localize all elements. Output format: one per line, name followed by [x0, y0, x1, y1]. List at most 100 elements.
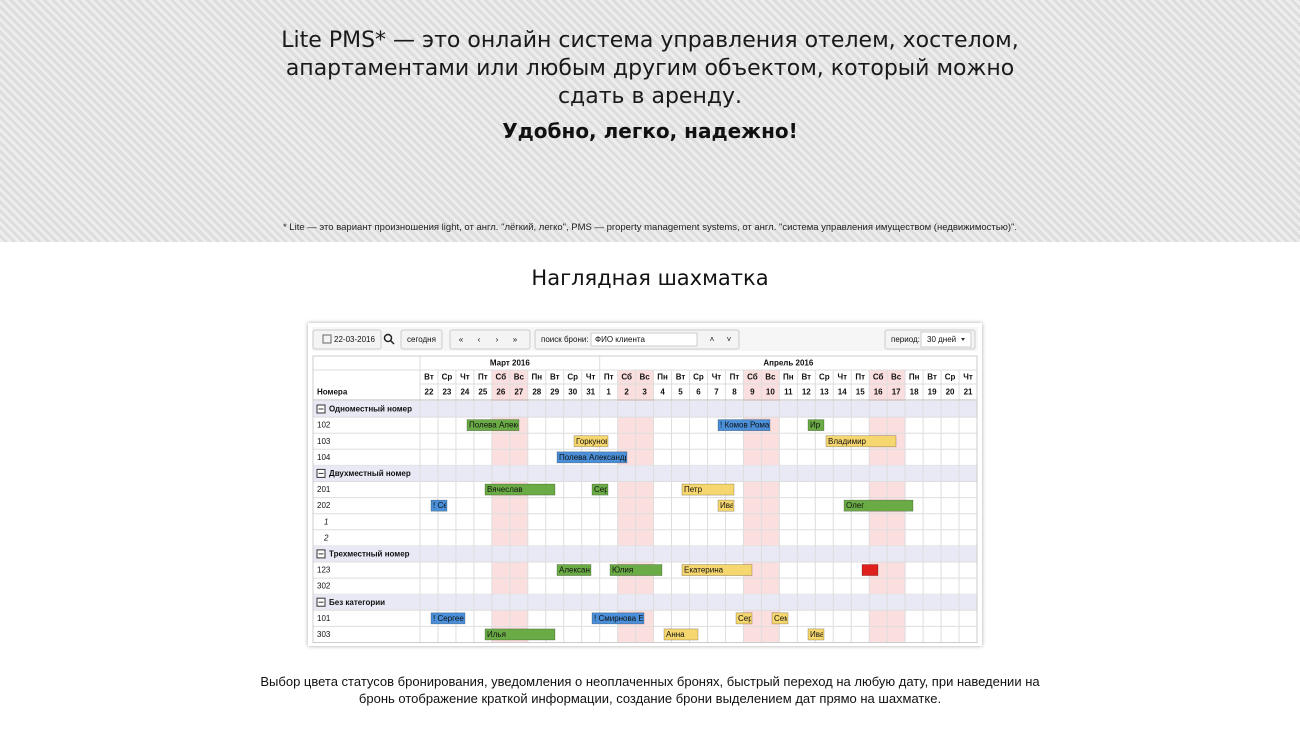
weekend-column [491, 370, 510, 643]
weekday-label: Пн [657, 373, 668, 382]
booking[interactable] [681, 564, 753, 576]
booking-label: Ива [720, 501, 735, 510]
category-row [313, 594, 977, 611]
booking-label: Полева Алекс [469, 421, 521, 430]
calendar-icon [322, 334, 332, 344]
day-label: 3 [642, 388, 647, 397]
booking[interactable] [591, 483, 609, 496]
room-label: 202 [317, 501, 331, 510]
booking[interactable] [466, 419, 520, 431]
date-value: 22-03-2016 [334, 335, 375, 344]
day-label: 5 [678, 388, 683, 397]
day-label: 26 [496, 388, 505, 397]
booking-label: Ива [810, 630, 825, 639]
booking[interactable] [430, 612, 466, 625]
booking[interactable] [484, 628, 556, 641]
booking[interactable] [771, 612, 789, 625]
booking[interactable] [556, 451, 628, 464]
today-label: сегодня [407, 335, 436, 344]
day-label: 17 [892, 388, 901, 397]
nav-button[interactable]: › [496, 335, 499, 344]
booking-label: Анна [666, 630, 685, 639]
weekday-label: Сб [873, 373, 884, 382]
nav-button[interactable]: « [459, 335, 464, 344]
booking[interactable] [807, 628, 825, 641]
weekday-label: Вт [550, 373, 560, 382]
weekday-label: Чт [460, 373, 470, 382]
room-label: 103 [317, 437, 331, 446]
bed-label: 2 [323, 533, 329, 542]
weekday-label: Ср [945, 373, 956, 382]
weekday-label: Вт [676, 373, 686, 382]
booking-label: Илья [487, 630, 506, 639]
weekday-label: Ср [819, 373, 830, 382]
grid-border [312, 355, 978, 643]
booking-label: Вячеслав [487, 485, 523, 494]
booking[interactable] [843, 499, 914, 512]
month-label: Апрель 2016 [763, 359, 814, 368]
day-label: 28 [532, 388, 541, 397]
booking[interactable] [556, 564, 592, 576]
booking[interactable] [735, 612, 753, 625]
day-label: 14 [838, 388, 847, 397]
sort-button[interactable]: ˄ [710, 335, 715, 344]
weekday-label: Пт [604, 373, 614, 382]
booking-label: Олег [846, 501, 864, 510]
day-label: 4 [660, 388, 665, 397]
booking[interactable] [663, 628, 699, 641]
footnote: * Lite — это вариант произношения light,… [282, 222, 1018, 233]
category-row [313, 401, 977, 418]
booking-label: Владимир [828, 437, 867, 446]
nav-button[interactable]: » [513, 335, 518, 344]
period-select[interactable] [920, 331, 972, 348]
tagline: Удобно, легко, надежно! [502, 119, 798, 143]
booking-label: Петр [684, 485, 703, 494]
booking[interactable] [717, 499, 735, 512]
day-label: 12 [802, 388, 811, 397]
weekday-label: Вс [765, 373, 776, 382]
booking-grid: 22-03-2016 сегодня « ‹ › » поиск брони: ФИО кли… [312, 327, 978, 643]
nav-group [449, 329, 531, 350]
weekday-label: Вт [424, 373, 434, 382]
category-label: Без категории [329, 598, 385, 607]
booking[interactable] [825, 435, 897, 448]
weekday-label: Ср [442, 373, 453, 382]
booking[interactable] [591, 612, 645, 625]
search-input[interactable] [590, 332, 698, 347]
booking-label: Сер [594, 485, 609, 494]
booking[interactable] [573, 435, 609, 448]
month-label: Март 2016 [490, 359, 530, 368]
room-label: 303 [317, 630, 331, 639]
weekday-label: Сб [621, 373, 632, 382]
day-label: 2 [624, 388, 629, 397]
weekend-column [509, 370, 528, 643]
section-title: Наглядная шахматка [531, 266, 769, 290]
headline: Lite PMS* — это онлайн система управлени… [281, 28, 1019, 53]
day-label: 24 [460, 388, 469, 397]
booking-label: Ир [810, 421, 821, 430]
app-screenshot: 22-03-2016 сегодня « ‹ › » поиск брони: ФИО кли… [308, 323, 982, 646]
booking[interactable] [717, 419, 771, 431]
booking-label: Горкунов [576, 437, 609, 446]
day-label: 19 [928, 388, 937, 397]
nav-button[interactable]: ‹ [478, 335, 481, 344]
booking-label: Алексан [559, 566, 590, 575]
weekday-label: Чт [586, 373, 596, 382]
search-label: поиск брони: [541, 335, 589, 344]
search-icon[interactable] [383, 333, 393, 343]
booking-label: Екатерина [684, 566, 724, 575]
today-button[interactable] [400, 329, 443, 350]
day-label: 31 [586, 388, 595, 397]
weekday-label: Вс [514, 373, 525, 382]
day-label: 10 [766, 388, 775, 397]
booking[interactable] [430, 499, 448, 512]
room-label: 102 [317, 421, 331, 430]
booking[interactable] [861, 564, 879, 576]
day-label: 6 [696, 388, 701, 397]
sort-button[interactable]: ˅ [727, 335, 732, 344]
booking[interactable] [681, 483, 735, 496]
booking[interactable] [609, 564, 663, 576]
booking[interactable] [807, 419, 825, 431]
period-label: период: [891, 335, 920, 344]
booking[interactable] [484, 483, 556, 496]
